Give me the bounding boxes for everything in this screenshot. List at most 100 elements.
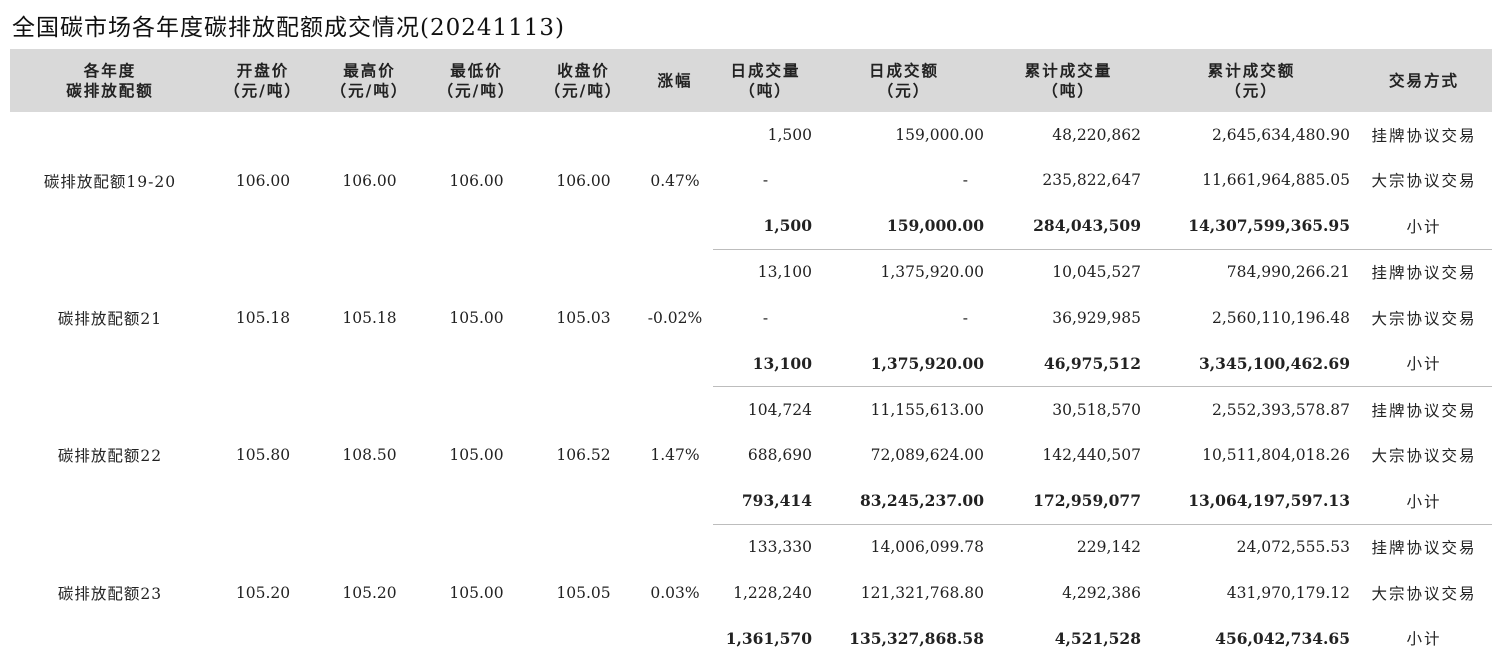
cumulative-volume: 48,220,862: [990, 112, 1147, 158]
cumulative-volume: 284,043,509: [990, 203, 1147, 249]
cumulative-volume: 30,518,570: [990, 387, 1147, 433]
allowance-name: 碳排放配额19-20: [10, 112, 210, 249]
daily-volume: 688,690: [713, 433, 818, 479]
open-price: 105.20: [210, 524, 316, 661]
low-price: 106.00: [423, 112, 530, 249]
header-high-price: 最高价 （元/吨）: [316, 49, 423, 112]
header-daily-amount: 日成交额 （元）: [818, 49, 990, 112]
close-price: 105.05: [530, 524, 637, 661]
high-price: 106.00: [316, 112, 423, 249]
trade-mode: 挂牌协议交易: [1356, 524, 1492, 570]
high-price: 108.50: [316, 387, 423, 525]
page-title: 全国碳市场各年度碳排放配额成交情况(20241113): [12, 8, 565, 42]
daily-amount: 159,000.00: [818, 112, 990, 158]
allowance-name: 碳排放配额22: [10, 387, 210, 525]
low-price: 105.00: [423, 249, 530, 387]
daily-amount: 11,155,613.00: [818, 387, 990, 433]
cumulative-amount: 431,970,179.12: [1147, 570, 1356, 616]
daily-amount: 135,327,868.58: [818, 616, 990, 661]
daily-volume: 1,361,570: [713, 616, 818, 661]
cumulative-amount: 456,042,734.65: [1147, 616, 1356, 661]
daily-volume: 1,228,240: [713, 570, 818, 616]
cumulative-volume: 46,975,512: [990, 341, 1147, 387]
trade-mode: 小计: [1356, 616, 1492, 661]
cumulative-amount: 2,560,110,196.48: [1147, 295, 1356, 341]
cumulative-amount: 3,345,100,462.69: [1147, 341, 1356, 387]
daily-amount: 121,321,768.80: [818, 570, 990, 616]
trade-mode: 挂牌协议交易: [1356, 249, 1492, 295]
cumulative-volume: 172,959,077: [990, 478, 1147, 524]
price-change: -0.02%: [637, 249, 713, 387]
open-price: 105.80: [210, 387, 316, 525]
daily-volume: 1,500: [713, 203, 818, 249]
high-price: 105.18: [316, 249, 423, 387]
cumulative-amount: 11,661,964,885.05: [1147, 158, 1356, 204]
cumulative-amount: 14,307,599,365.95: [1147, 203, 1356, 249]
trade-mode: 挂牌协议交易: [1356, 112, 1492, 158]
daily-amount: 83,245,237.00: [818, 478, 990, 524]
trade-mode: 小计: [1356, 203, 1492, 249]
daily-volume: 1,500: [713, 112, 818, 158]
low-price: 105.00: [423, 387, 530, 525]
cumulative-volume: 36,929,985: [990, 295, 1147, 341]
table-row: 碳排放配额23 105.20 105.20 105.00 105.05 0.03…: [10, 524, 1492, 570]
header-open-price: 开盘价 （元/吨）: [210, 49, 316, 112]
daily-volume: 104,724: [713, 387, 818, 433]
table-header-row: 各年度 碳排放配额 开盘价 （元/吨） 最高价 （元/吨） 最低价 （元/吨） …: [10, 49, 1492, 112]
trade-mode: 挂牌协议交易: [1356, 387, 1492, 433]
trade-mode: 大宗协议交易: [1356, 158, 1492, 204]
price-change: 0.47%: [637, 112, 713, 249]
header-trade-mode: 交易方式: [1356, 49, 1492, 112]
allowance-name: 碳排放配额21: [10, 249, 210, 387]
daily-volume: 13,100: [713, 249, 818, 295]
daily-amount: -: [818, 295, 990, 341]
close-price: 106.52: [530, 387, 637, 525]
open-price: 106.00: [210, 112, 316, 249]
trade-mode: 小计: [1356, 478, 1492, 524]
header-change: 涨幅: [637, 49, 713, 112]
price-change: 1.47%: [637, 387, 713, 525]
price-change: 0.03%: [637, 524, 713, 661]
high-price: 105.20: [316, 524, 423, 661]
table-row: 碳排放配额19-20 106.00 106.00 106.00 106.00 0…: [10, 112, 1492, 158]
cumulative-volume: 10,045,527: [990, 249, 1147, 295]
close-price: 106.00: [530, 112, 637, 249]
cumulative-volume: 4,521,528: [990, 616, 1147, 661]
daily-volume: -: [713, 295, 818, 341]
header-close-price: 收盘价 （元/吨）: [530, 49, 637, 112]
cumulative-amount: 2,552,393,578.87: [1147, 387, 1356, 433]
header-daily-volume: 日成交量 （吨）: [713, 49, 818, 112]
header-cumulative-amount: 累计成交额 （元）: [1147, 49, 1356, 112]
low-price: 105.00: [423, 524, 530, 661]
header-cumulative-volume: 累计成交量 （吨）: [990, 49, 1147, 112]
daily-amount: 14,006,099.78: [818, 524, 990, 570]
daily-amount: 1,375,920.00: [818, 249, 990, 295]
cumulative-amount: 2,645,634,480.90: [1147, 112, 1356, 158]
trade-mode: 大宗协议交易: [1356, 295, 1492, 341]
cumulative-volume: 229,142: [990, 524, 1147, 570]
cumulative-volume: 142,440,507: [990, 433, 1147, 479]
cumulative-volume: 235,822,647: [990, 158, 1147, 204]
close-price: 105.03: [530, 249, 637, 387]
trade-mode: 小计: [1356, 341, 1492, 387]
cumulative-amount: 13,064,197,597.13: [1147, 478, 1356, 524]
header-allowance-year: 各年度 碳排放配额: [10, 49, 210, 112]
daily-volume: 133,330: [713, 524, 818, 570]
trade-mode: 大宗协议交易: [1356, 570, 1492, 616]
daily-volume: 13,100: [713, 341, 818, 387]
trade-mode: 大宗协议交易: [1356, 433, 1492, 479]
daily-amount: -: [818, 158, 990, 204]
open-price: 105.18: [210, 249, 316, 387]
daily-amount: 72,089,624.00: [818, 433, 990, 479]
cumulative-amount: 24,072,555.53: [1147, 524, 1356, 570]
daily-amount: 159,000.00: [818, 203, 990, 249]
daily-amount: 1,375,920.00: [818, 341, 990, 387]
cumulative-amount: 784,990,266.21: [1147, 249, 1356, 295]
carbon-trading-table: 各年度 碳排放配额 开盘价 （元/吨） 最高价 （元/吨） 最低价 （元/吨） …: [10, 49, 1492, 661]
header-low-price: 最低价 （元/吨）: [423, 49, 530, 112]
allowance-name: 碳排放配额23: [10, 524, 210, 661]
daily-volume: -: [713, 158, 818, 204]
table-row: 碳排放配额21 105.18 105.18 105.00 105.03 -0.0…: [10, 249, 1492, 295]
cumulative-amount: 10,511,804,018.26: [1147, 433, 1356, 479]
table-row: 碳排放配额22 105.80 108.50 105.00 106.52 1.47…: [10, 387, 1492, 433]
